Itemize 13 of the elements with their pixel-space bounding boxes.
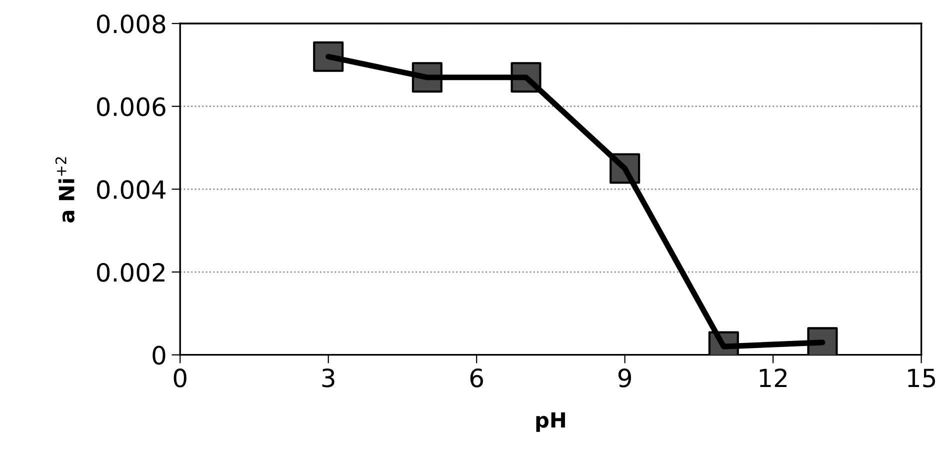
x-tick-label: 3 [322,368,334,388]
x-axis-title: pH [536,412,565,432]
y-tick-label: 0 [152,346,166,365]
x-tick-label: 15 [908,368,936,388]
x-tick-label: 12 [760,368,786,388]
x-tick-label: 6 [470,368,483,388]
y-tick-label: 0.004 [96,180,166,200]
y-tick-label: 0.006 [96,97,166,116]
x-tick-label: 9 [618,368,632,388]
y-tick-label: 0.002 [96,262,164,282]
y-axis-title: a Ni$^{+2}$ [55,157,74,222]
x-tick-label: 0 [174,368,186,388]
y-tick-label: 0.008 [96,14,166,34]
